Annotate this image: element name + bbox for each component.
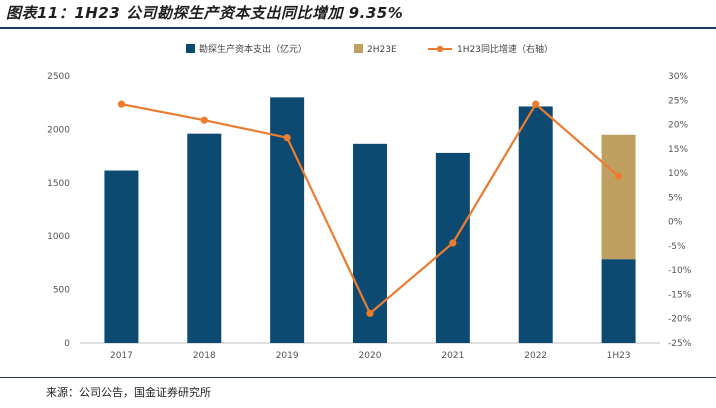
legend-label-growth: 1H23同比增速（右轴） <box>457 43 553 55</box>
left-tick-label: 500 <box>53 286 70 296</box>
growth-line <box>117 100 623 317</box>
legend-label-estimate: 2H23E <box>367 45 397 55</box>
left-tick-label: 1000 <box>47 232 70 242</box>
source-note: 来源：公司公告，国金证券研究所 <box>46 386 211 399</box>
right-tick-label: -5% <box>668 242 686 252</box>
title-divider <box>0 27 716 29</box>
right-tick-label: 25% <box>668 96 688 106</box>
x-tick-label: 2020 <box>359 351 382 361</box>
bar-capex <box>435 152 470 343</box>
source-divider <box>0 377 716 378</box>
x-axis: 2017 2018 2019 2020 2021 2022 1H23 <box>80 342 660 361</box>
legend: 勘探生产资本支出（亿元） 2H23E 1H23同比增速（右轴） <box>186 43 553 55</box>
legend-swatch-marker <box>436 45 444 53</box>
left-tick-label: 0 <box>64 339 70 349</box>
x-tick-label: 2018 <box>193 351 216 361</box>
x-tick-label: 1H23 <box>607 351 631 361</box>
left-tick-label: 2500 <box>47 72 70 82</box>
growth-point <box>283 134 291 142</box>
left-tick-label: 1500 <box>47 179 70 189</box>
right-tick-label: 30% <box>668 72 688 82</box>
growth-point <box>117 100 126 108</box>
growth-point <box>200 116 208 124</box>
bars <box>104 97 636 343</box>
growth-point <box>449 239 457 247</box>
bar-capex <box>187 133 222 343</box>
legend-label-capex: 勘探生产资本支出（亿元） <box>199 43 307 55</box>
bar-estimate <box>601 134 636 260</box>
chart-title: 图表11：1H23 公司勘探生产资本支出同比增加 9.35% <box>6 4 404 22</box>
right-tick-label: -25% <box>668 339 692 349</box>
bar-capex <box>518 106 553 343</box>
right-axis: -25% -20% -15% -10% -5% 0% 5% 10% 15% 20% 25% 30% <box>668 72 692 349</box>
left-tick-label: 2000 <box>47 125 70 135</box>
bar-capex <box>104 170 139 343</box>
x-tick-label: 2017 <box>110 351 133 361</box>
right-tick-label: 5% <box>668 193 683 203</box>
right-tick-label: 0% <box>668 218 683 228</box>
right-tick-label: -10% <box>668 266 692 276</box>
chart: 勘探生产资本支出（亿元） 2H23E 1H23同比增速（右轴） 0 500 1000 15… <box>47 43 692 361</box>
legend-swatch-estimate <box>354 44 363 53</box>
right-tick-label: -20% <box>668 315 692 325</box>
bar-capex <box>601 259 636 343</box>
left-axis: 0 500 1000 1500 2000 2500 <box>47 72 70 349</box>
right-tick-label: 10% <box>668 169 688 179</box>
growth-point <box>532 100 540 108</box>
right-tick-label: 15% <box>668 145 688 155</box>
right-tick-label: 20% <box>668 121 688 131</box>
x-tick-label: 2019 <box>276 351 299 361</box>
legend-swatch-capex <box>186 44 195 53</box>
right-tick-label: -15% <box>668 290 692 300</box>
x-tick-label: 2022 <box>524 351 547 361</box>
growth-point <box>614 172 623 180</box>
growth-point <box>366 309 374 317</box>
x-tick-label: 2021 <box>441 351 464 361</box>
